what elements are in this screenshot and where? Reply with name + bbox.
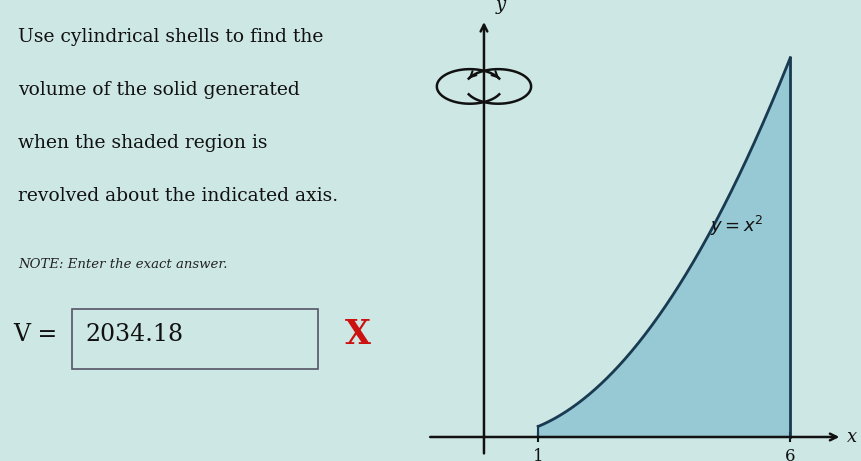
- Text: x: x: [847, 428, 857, 446]
- Text: 1: 1: [533, 448, 543, 461]
- Text: X: X: [345, 318, 371, 351]
- Text: revolved about the indicated axis.: revolved about the indicated axis.: [18, 187, 338, 205]
- Text: when the shaded region is: when the shaded region is: [18, 134, 268, 152]
- Text: NOTE: Enter the exact answer.: NOTE: Enter the exact answer.: [18, 258, 227, 271]
- Text: y: y: [495, 0, 505, 14]
- Text: 6: 6: [785, 448, 796, 461]
- Text: Use cylindrical shells to find the: Use cylindrical shells to find the: [18, 28, 323, 46]
- FancyBboxPatch shape: [71, 309, 318, 369]
- Text: volume of the solid generated: volume of the solid generated: [18, 81, 300, 99]
- Text: $y = x^2$: $y = x^2$: [710, 214, 764, 238]
- Text: 2034.18: 2034.18: [85, 323, 183, 346]
- Text: V =: V =: [14, 323, 65, 346]
